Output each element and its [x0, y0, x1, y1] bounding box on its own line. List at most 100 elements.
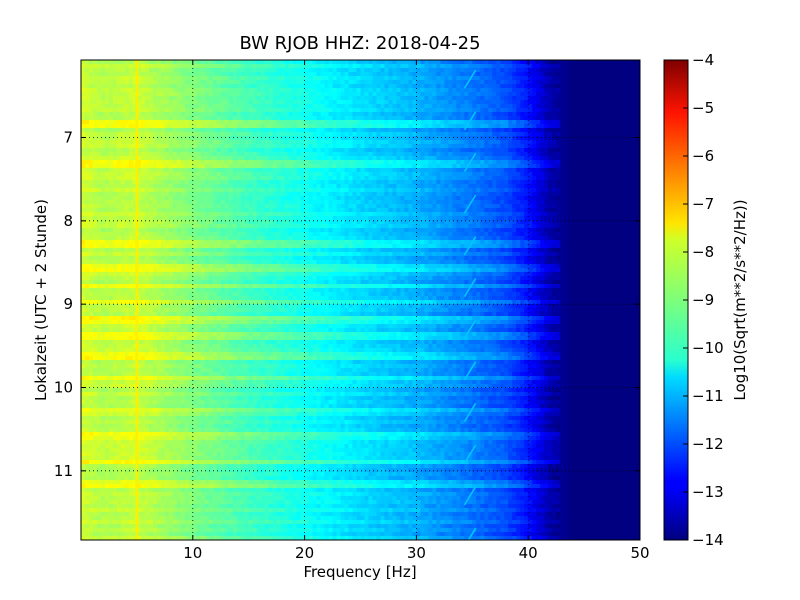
heatmap-cell — [460, 120, 465, 125]
heatmap-cell — [232, 184, 238, 189]
heatmap-cell — [408, 196, 413, 201]
heatmap-cell — [592, 188, 597, 193]
heatmap-cell — [188, 148, 194, 153]
heatmap-cell — [424, 164, 429, 169]
heatmap-cell — [308, 68, 314, 73]
heatmap-cell — [308, 188, 314, 193]
heatmap-cell — [116, 96, 122, 101]
heatmap-cell — [380, 176, 386, 181]
heatmap-cell — [288, 160, 294, 165]
heatmap-cell — [316, 152, 322, 157]
heatmap-cell — [188, 92, 194, 97]
heatmap-cell — [264, 160, 270, 165]
heatmap-cell — [404, 108, 410, 113]
heatmap-cell — [244, 180, 250, 185]
heatmap-cell — [212, 72, 218, 77]
heatmap-cell — [492, 152, 497, 157]
heatmap-cell — [248, 128, 254, 133]
heatmap-cell — [188, 132, 194, 137]
heatmap-cell — [448, 104, 453, 109]
heatmap-cell — [256, 176, 262, 181]
heatmap-cell — [500, 116, 505, 121]
heatmap-cell — [328, 172, 334, 177]
heatmap-cell — [332, 136, 338, 141]
heatmap-cell — [448, 160, 453, 165]
heatmap-cell — [484, 76, 489, 81]
heatmap-cell — [384, 140, 390, 145]
heatmap-cell — [400, 60, 406, 65]
heatmap-cell — [460, 108, 465, 113]
heatmap-cell — [460, 116, 465, 121]
heatmap-cell — [308, 120, 314, 125]
heatmap-cell — [140, 144, 146, 149]
heatmap-cell — [364, 116, 370, 121]
heatmap-cell — [532, 180, 537, 185]
heatmap-cell — [544, 136, 549, 141]
heatmap-cell — [160, 108, 166, 113]
heatmap-cell — [512, 132, 517, 137]
heatmap-cell — [224, 160, 230, 165]
heatmap-cell — [96, 168, 102, 173]
heatmap-cell — [496, 60, 501, 65]
heatmap-cell — [268, 136, 274, 141]
heatmap-cell — [620, 120, 625, 125]
heatmap-cell — [496, 84, 501, 89]
heatmap-cell — [124, 68, 130, 73]
heatmap-cell — [552, 60, 557, 65]
heatmap-cell — [588, 76, 593, 81]
heatmap-cell — [320, 196, 326, 201]
heatmap-cell — [160, 148, 166, 153]
heatmap-cell — [560, 192, 565, 197]
heatmap-cell — [128, 132, 134, 137]
heatmap-cell — [336, 188, 342, 193]
heatmap-cell — [476, 196, 481, 201]
heatmap-cell — [552, 108, 557, 113]
heatmap-cell — [424, 188, 429, 193]
heatmap-cell — [540, 172, 545, 177]
heatmap-cell — [88, 152, 94, 157]
heatmap-cell — [340, 200, 346, 205]
heatmap-cell — [428, 144, 433, 149]
heatmap-cell — [304, 68, 310, 73]
heatmap-cell — [424, 96, 429, 101]
heatmap-cell — [448, 180, 453, 185]
heatmap-cell — [268, 84, 274, 89]
heatmap-cell — [464, 184, 469, 189]
heatmap-cell — [324, 148, 330, 153]
heatmap-cell — [408, 76, 413, 81]
heatmap-cell — [636, 100, 640, 105]
heatmap-cell — [512, 104, 517, 109]
heatmap-cell — [352, 200, 358, 205]
heatmap-cell — [360, 152, 366, 157]
heatmap-cell — [188, 156, 194, 161]
heatmap-cell — [224, 192, 230, 197]
heatmap-cell — [212, 76, 218, 81]
heatmap-cell — [132, 68, 138, 73]
heatmap-cell — [368, 156, 374, 161]
heatmap-cell — [124, 60, 130, 65]
heatmap-cell — [204, 60, 210, 65]
heatmap-cell — [292, 184, 298, 189]
heatmap-cell — [356, 72, 362, 77]
heatmap-cell — [540, 148, 545, 153]
heatmap-cell — [484, 132, 489, 137]
heatmap-cell — [620, 60, 625, 65]
heatmap-cell — [584, 164, 589, 169]
heatmap-cell — [92, 172, 98, 177]
heatmap-cell — [412, 80, 417, 85]
heatmap-cell — [360, 180, 366, 185]
heatmap-cell — [328, 180, 334, 185]
heatmap-cell — [364, 80, 370, 85]
heatmap-cell — [200, 120, 206, 125]
heatmap-cell — [300, 192, 306, 197]
heatmap-cell — [136, 192, 142, 197]
heatmap-cell — [216, 188, 222, 193]
heatmap-cell — [596, 124, 601, 129]
heatmap-cell — [296, 104, 302, 109]
heatmap-cell — [104, 124, 110, 129]
heatmap-cell — [492, 172, 497, 177]
heatmap-cell — [468, 100, 473, 105]
heatmap-cell — [180, 184, 186, 189]
heatmap-cell — [256, 136, 262, 141]
heatmap-cell — [388, 60, 394, 65]
